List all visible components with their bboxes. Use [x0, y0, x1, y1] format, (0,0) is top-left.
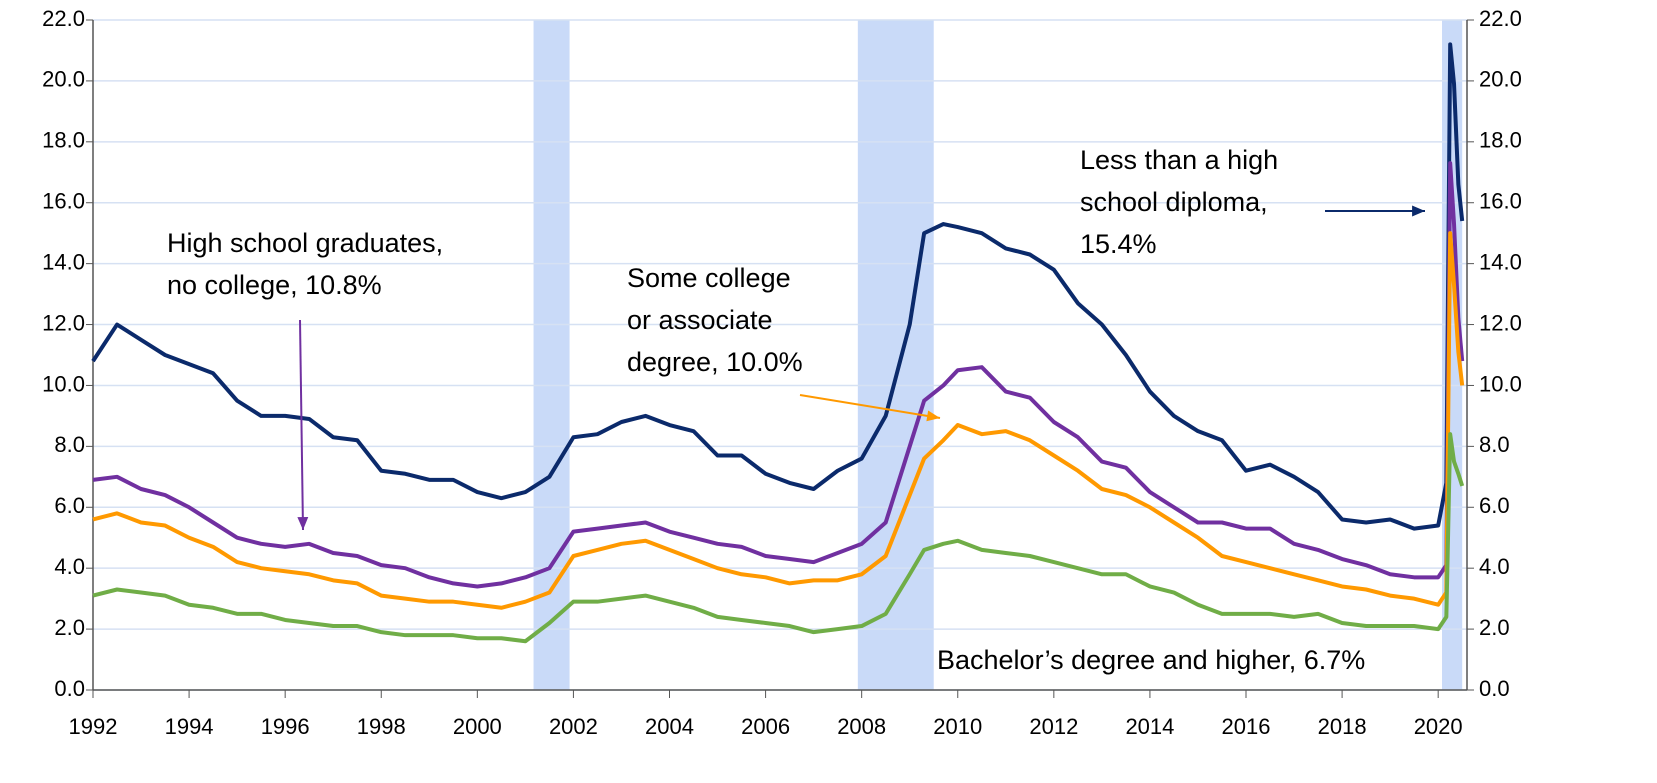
x-tick-label: 2012	[1029, 714, 1078, 739]
y-tick-label: 6.0	[54, 493, 85, 518]
annotation-arrow	[799, 394, 941, 419]
x-tick-label: 2020	[1414, 714, 1463, 739]
series-line	[92, 231, 1465, 610]
annotation-arrowhead	[297, 517, 309, 530]
x-tick-label: 2006	[741, 714, 790, 739]
x-tick-label: 2008	[837, 714, 886, 739]
annotation: 15.4%	[1080, 229, 1157, 259]
x-tick-label: 2000	[453, 714, 502, 739]
y2-tick-label: 16.0	[1479, 189, 1522, 214]
annotation: or associate	[627, 305, 773, 335]
y-tick-label: 14.0	[42, 249, 85, 274]
annotation: degree, 10.0%	[627, 347, 803, 377]
x-tick-label: 2010	[933, 714, 982, 739]
y2-tick-label: 10.0	[1479, 371, 1522, 396]
y-tick-label: 10.0	[42, 371, 85, 396]
y2-tick-label: 8.0	[1479, 432, 1510, 457]
y2-tick-label: 18.0	[1479, 128, 1522, 153]
x-tick-label: 2004	[645, 714, 694, 739]
y2-tick-label: 12.0	[1479, 310, 1522, 335]
annotation-arrowhead	[1412, 205, 1425, 217]
y-tick-label: 20.0	[42, 67, 85, 92]
shaded-period	[857, 20, 934, 690]
y-tick-label: 0.0	[54, 676, 85, 701]
annotation: Less than a high	[1080, 145, 1278, 175]
y-tick-label: 4.0	[54, 554, 85, 579]
y-tick-label: 2.0	[54, 615, 85, 640]
annotation-arrow	[299, 319, 304, 531]
y2-tick-label: 22.0	[1479, 6, 1522, 31]
x-tick-label: 2002	[549, 714, 598, 739]
y2-tick-label: 2.0	[1479, 615, 1510, 640]
y-tick-label: 8.0	[54, 432, 85, 457]
y-tick-label: 16.0	[42, 189, 85, 214]
y-tick-label: 12.0	[42, 310, 85, 335]
x-tick-label: 1996	[261, 714, 310, 739]
y2-tick-label: 14.0	[1479, 249, 1522, 274]
series-line	[91, 42, 1465, 531]
x-tick-label: 1994	[165, 714, 214, 739]
annotation: High school graduates,	[167, 228, 443, 258]
annotation: Some college	[627, 263, 791, 293]
series-line	[92, 432, 1465, 644]
x-tick-label: 2016	[1222, 714, 1271, 739]
x-tick-label: 2014	[1125, 714, 1174, 739]
y2-tick-label: 6.0	[1479, 493, 1510, 518]
x-tick-label: 1998	[357, 714, 406, 739]
annotation: school diploma,	[1080, 187, 1268, 217]
series-line	[92, 161, 1465, 589]
annotation: Bachelor’s degree and higher, 6.7%	[937, 645, 1365, 675]
y-tick-label: 18.0	[42, 128, 85, 153]
annotation: no college, 10.8%	[167, 270, 382, 300]
x-tick-label: 2018	[1318, 714, 1367, 739]
x-tick-label: 1992	[69, 714, 118, 739]
y2-tick-label: 20.0	[1479, 67, 1522, 92]
y-tick-label: 22.0	[42, 6, 85, 31]
y2-tick-label: 0.0	[1479, 676, 1510, 701]
shaded-period	[533, 20, 570, 690]
annotation-arrowhead	[926, 410, 940, 422]
y2-tick-label: 4.0	[1479, 554, 1510, 579]
